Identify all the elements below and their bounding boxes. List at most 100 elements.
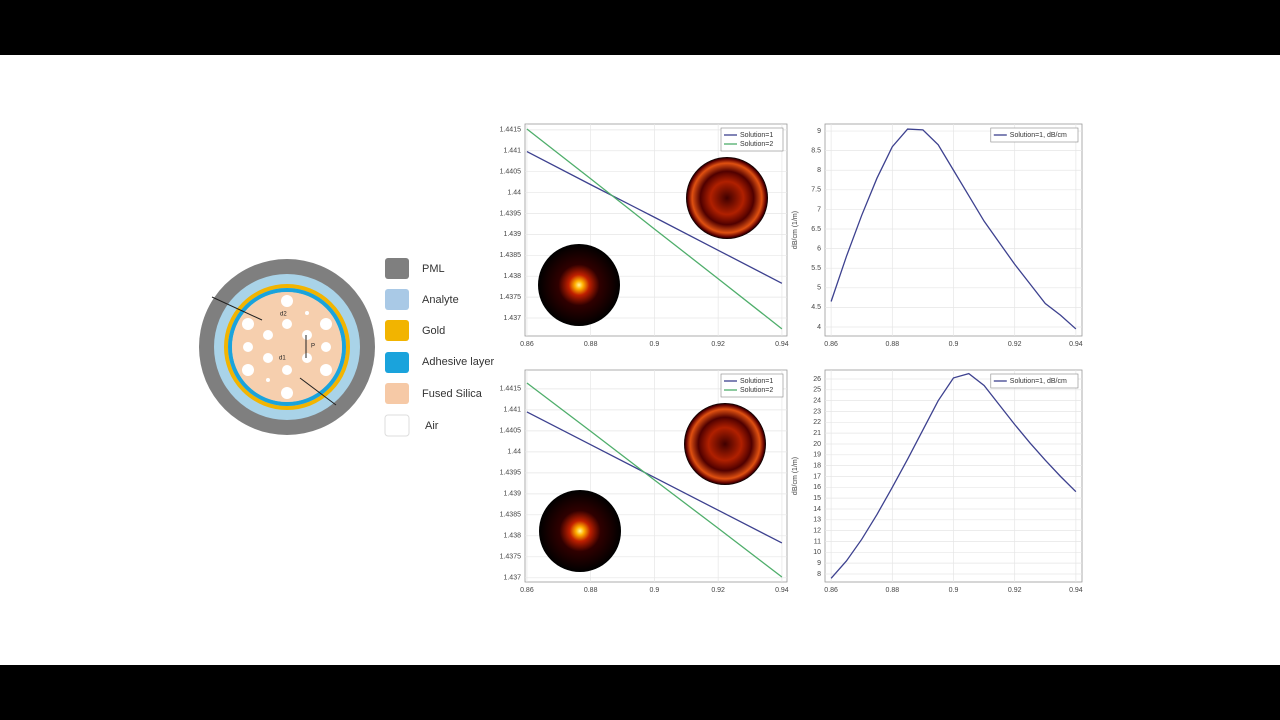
chart: 1.437 1.4375 1.438 1.4385 1.439 1.4395 1.44 1.4… xyxy=(500,123,789,348)
legend: Solution=1, dB/cm xyxy=(990,127,1079,143)
y-tick-label: 19 xyxy=(813,452,821,459)
y-tick-label: 5 xyxy=(817,285,821,292)
line-series xyxy=(526,411,783,544)
y-tick-label: 7.5 xyxy=(811,187,821,194)
x-tick-label: 0.92 xyxy=(1008,341,1022,348)
y-tick-label: 1.4395 xyxy=(500,210,522,217)
diagram-label: d1 xyxy=(279,356,286,362)
legend-label: Analyte xyxy=(422,294,459,306)
legend-label: Solution=1 xyxy=(740,378,773,385)
x-tick-label: 0.92 xyxy=(1008,587,1022,594)
y-tick-label: 1.44 xyxy=(507,449,521,456)
legend-label: Solution=2 xyxy=(740,141,773,148)
y-tick-label: 1.4385 xyxy=(500,512,522,519)
x-tick-label: 0.88 xyxy=(885,587,899,594)
y-tick-label: 12 xyxy=(813,527,821,534)
y-tick-label: 8 xyxy=(817,571,821,578)
y-tick-label: 9 xyxy=(817,560,821,567)
x-tick-label: 0.86 xyxy=(824,341,838,348)
x-tick-label: 0.9 xyxy=(949,587,959,594)
line-series xyxy=(526,128,783,330)
y-tick-label: 1.4395 xyxy=(500,470,522,477)
y-tick-label: 8 xyxy=(817,167,821,174)
y-tick-label: 8.5 xyxy=(811,147,821,154)
legend-label: Solution=1, dB/cm xyxy=(1010,378,1067,385)
fiber-diagram: d2 d1 P xyxy=(199,259,375,435)
diagram-label: d2 xyxy=(280,312,287,318)
x-tick-label: 0.88 xyxy=(885,341,899,348)
line-series xyxy=(526,382,783,578)
y-tick-label: 25 xyxy=(813,387,821,394)
y-tick-label: 1.437 xyxy=(503,575,521,582)
x-tick-label: 0.86 xyxy=(824,587,838,594)
mode-insets xyxy=(538,157,768,572)
y-tick-label: 1.438 xyxy=(503,533,521,540)
y-tick-label: 4 xyxy=(817,324,821,331)
y-tick-label: 14 xyxy=(813,506,821,513)
legend-label: Solution=2 xyxy=(740,387,773,394)
y-tick-label: 17 xyxy=(813,473,821,480)
x-tick-label: 0.86 xyxy=(520,341,534,348)
y-tick-label: 1.4385 xyxy=(500,252,522,259)
y-tick-label: 1.439 xyxy=(503,491,521,498)
legend-box xyxy=(990,127,1079,143)
x-tick-label: 0.88 xyxy=(584,587,598,594)
y-tick-label: 1.4375 xyxy=(500,294,522,301)
y-tick-label: 5.5 xyxy=(811,265,821,272)
x-tick-label: 0.92 xyxy=(711,341,725,348)
y-tick-label: 1.439 xyxy=(503,231,521,238)
y-tick-label: 18 xyxy=(813,462,821,469)
x-tick-label: 0.9 xyxy=(949,341,959,348)
y-tick-label: 1.437 xyxy=(503,315,521,322)
y-tick-label: 26 xyxy=(813,376,821,383)
y-tick-label: 1.4405 xyxy=(500,169,522,176)
y-tick-label: 21 xyxy=(813,430,821,437)
x-tick-label: 0.86 xyxy=(520,587,534,594)
legend: Solution=1 Solution=2 xyxy=(720,127,784,152)
y-tick-label: 16 xyxy=(813,484,821,491)
legend: Solution=1 Solution=2 xyxy=(720,373,784,398)
legend-box xyxy=(720,127,784,152)
y-tick-label: 1.4405 xyxy=(500,428,522,435)
y-tick-label: 1.4375 xyxy=(500,554,522,561)
y-tick-label: 7 xyxy=(817,206,821,213)
line-series xyxy=(526,151,783,284)
y-tick-label: 23 xyxy=(813,408,821,415)
y-tick-label: 6.5 xyxy=(811,226,821,233)
x-tick-label: 0.9 xyxy=(650,341,660,348)
legend-label: Solution=1 xyxy=(740,132,773,139)
y-tick-label: 1.441 xyxy=(503,407,521,414)
legend-box xyxy=(990,373,1079,389)
y-axis-label: dB/cm (1/m) xyxy=(792,457,799,495)
x-tick-label: 0.94 xyxy=(1069,587,1083,594)
y-tick-label: 20 xyxy=(813,441,821,448)
legend-label: Adhesive layer xyxy=(422,356,494,368)
x-tick-label: 0.94 xyxy=(1069,341,1083,348)
x-tick-label: 0.94 xyxy=(775,587,789,594)
chart: 1.437 1.4375 1.438 1.4385 1.439 1.4395 1.44 1.4… xyxy=(500,369,789,594)
x-tick-label: 0.88 xyxy=(584,341,598,348)
diagram-label: P xyxy=(311,344,315,350)
y-tick-label: 11 xyxy=(814,538,821,545)
legend-label: PML xyxy=(422,263,445,275)
y-axis-label: dB/cm (1/m) xyxy=(792,211,799,249)
y-tick-label: 1.4415 xyxy=(500,386,522,393)
legend-box xyxy=(720,373,784,398)
legend-label: Solution=1, dB/cm xyxy=(1010,132,1067,139)
legend-label: Fused Silica xyxy=(422,388,483,400)
y-tick-label: 1.438 xyxy=(503,273,521,280)
line-series xyxy=(830,128,1077,330)
diagram-legend: PML Analyte Gold Adhesive layer Fused Si… xyxy=(384,258,494,437)
legend: Solution=1, dB/cm xyxy=(990,373,1079,389)
y-tick-label: 24 xyxy=(813,398,821,405)
y-tick-label: 1.44 xyxy=(507,189,521,196)
chart: 8 9 10 11 12 13 14 15 16 17 18 19 20 21 22 23 24 25 26 0.86… xyxy=(792,369,1083,594)
y-tick-label: 1.441 xyxy=(503,148,521,155)
y-tick-label: 13 xyxy=(813,517,821,524)
x-tick-label: 0.9 xyxy=(650,587,660,594)
y-tick-label: 6 xyxy=(817,245,821,252)
x-tick-label: 0.92 xyxy=(711,587,725,594)
y-tick-label: 15 xyxy=(813,495,821,502)
